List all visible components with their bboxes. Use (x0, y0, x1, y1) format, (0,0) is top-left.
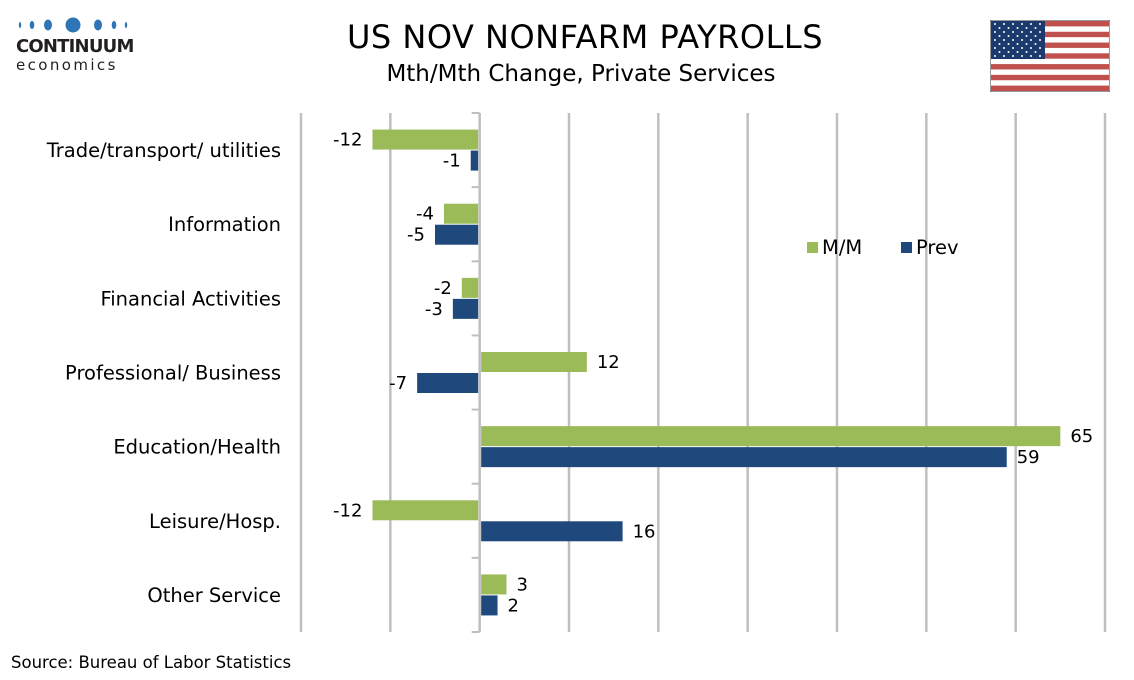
category-label: Other Service (147, 584, 281, 607)
category-label: Leisure/Hosp. (149, 510, 281, 533)
data-label: 59 (1017, 447, 1040, 468)
category-label: Financial Activities (100, 287, 281, 310)
data-label: -7 (389, 373, 407, 394)
data-label: -4 (416, 204, 434, 225)
bar-prev-2 (452, 298, 479, 319)
data-label: -2 (434, 278, 452, 299)
data-label: -5 (407, 225, 425, 246)
legend-swatch-mm (807, 242, 818, 253)
bar-mm-6 (481, 574, 507, 595)
bar-mm-2 (461, 277, 479, 298)
logo-wordmark: CONTINUUM (16, 36, 134, 57)
bar-mm-4 (481, 426, 1061, 447)
data-label: 16 (633, 521, 656, 542)
data-label: 3 (516, 574, 527, 595)
chart-subtitle: Mth/Mth Change, Private Services (386, 61, 776, 87)
data-label: -1 (443, 151, 461, 172)
data-label: 12 (597, 352, 620, 373)
category-axis (471, 112, 481, 633)
bar-mm-0 (372, 129, 479, 150)
bar-mm-3 (481, 352, 587, 372)
logo-subtext: economics (16, 56, 118, 74)
category-label: Education/Health (113, 436, 281, 459)
bar-prev-5 (481, 521, 623, 542)
bar-mm-5 (372, 500, 479, 521)
us-flag-icon (990, 20, 1110, 92)
source-note: Source: Bureau of Labor Statistics (11, 653, 292, 672)
bar-prev-0 (470, 150, 479, 171)
continuum-economics-logo: CONTINUUM economics (12, 14, 182, 76)
data-label: -12 (333, 130, 362, 151)
bar-prev-4 (481, 447, 1007, 468)
category-label: Trade/transport/ utilities (46, 139, 281, 162)
data-label: -3 (425, 299, 443, 320)
data-label: -12 (333, 500, 362, 521)
logo-dots-icon (18, 17, 128, 33)
bar-prev-6 (481, 595, 498, 616)
legend-label: Prev (916, 236, 959, 259)
gridlines (299, 113, 1107, 632)
bar-mm-1 (443, 203, 479, 224)
category-label: Professional/ Business (65, 362, 281, 385)
data-label: 2 (508, 595, 519, 616)
bar-prev-3 (417, 373, 479, 393)
bars (372, 129, 1061, 616)
legend-label: M/M (822, 236, 862, 259)
data-label: 65 (1070, 426, 1093, 447)
category-label: Information (168, 213, 281, 236)
legend-swatch-prev (901, 242, 912, 253)
legend: M/M Prev (807, 236, 959, 259)
bar-prev-1 (435, 224, 479, 245)
chart-title: US NOV NONFARM PAYROLLS (346, 18, 824, 56)
category-labels: Trade/transport/ utilities Information Fin… (46, 139, 281, 607)
data-labels: -12 -4 -2 12 65 -12 3 -1 -5 -3 -7 59 16 2 (333, 130, 1093, 617)
